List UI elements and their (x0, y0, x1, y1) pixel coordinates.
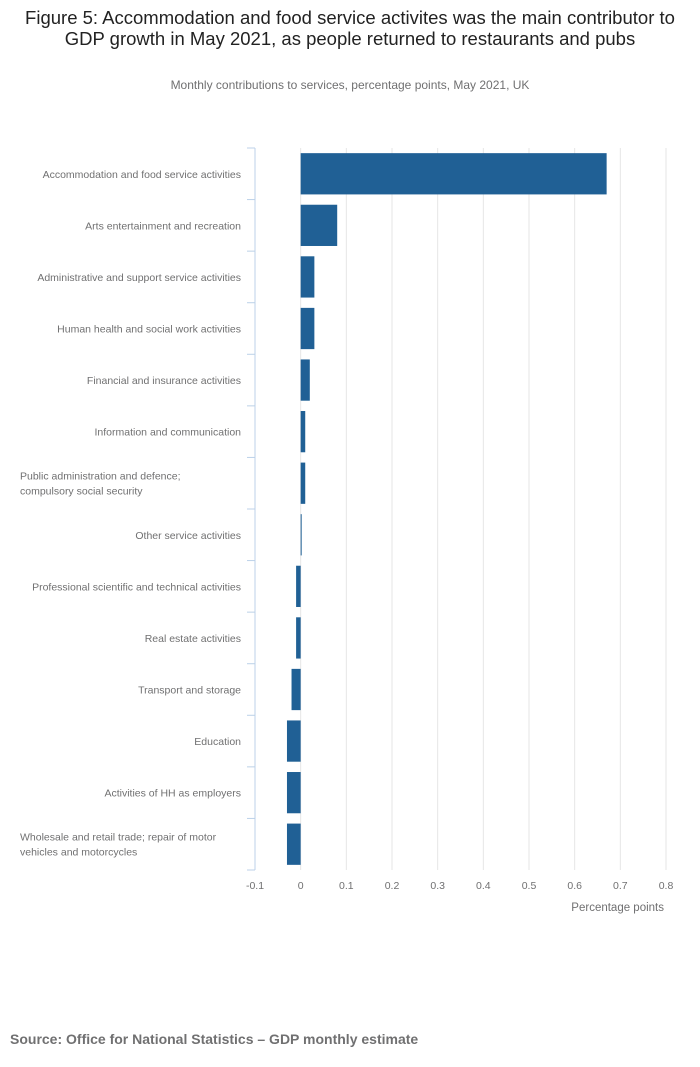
category-label-line: Wholesale and retail trade; repair of mo… (20, 832, 217, 844)
category-label: Wholesale and retail trade; repair of mo… (20, 832, 217, 859)
x-tick-label: -0.1 (246, 880, 264, 892)
bar (286, 823, 301, 865)
x-tick-labels: -0.1 0 0.1 0.2 0.3 0.4 0.5 0.6 0.7 0.8 (246, 880, 673, 892)
category-label-line: Public administration and defence; (20, 471, 181, 483)
chart-subtitle: Monthly contributions to services, perce… (170, 78, 530, 92)
category-label: Other service activities (135, 530, 241, 542)
x-tick-label: 0.2 (385, 880, 400, 892)
axes (247, 147, 256, 871)
category-label-line: vehicles and motorcycles (20, 847, 137, 859)
category-label: Human health and social work activities (57, 324, 241, 336)
category-label: Professional scientific and technical ac… (32, 581, 241, 593)
bar (286, 720, 301, 762)
category-label: Transport and storage (138, 685, 241, 697)
x-tick-label: 0.6 (567, 880, 582, 892)
x-tick-label: 0.3 (430, 880, 445, 892)
x-axis-title: Percentage points (571, 902, 664, 914)
bar (300, 153, 607, 195)
bar (300, 359, 310, 401)
bar (300, 514, 302, 556)
x-tick-label: 0 (298, 880, 304, 892)
gridlines (300, 148, 667, 870)
category-label: Accommodation and food service activitie… (43, 169, 241, 181)
category-labels: Accommodation and food service activitie… (20, 169, 241, 859)
category-label-line: compulsory social security (20, 486, 143, 498)
x-tick-label: 0.5 (522, 880, 537, 892)
bar (296, 617, 301, 659)
bars (286, 153, 607, 865)
category-label: Public administration and defence; compul… (20, 471, 181, 498)
x-tick-label: 0.8 (659, 880, 674, 892)
bar (291, 668, 301, 711)
bar (300, 411, 306, 453)
bar (300, 204, 338, 246)
category-label: Arts entertainment and recreation (85, 220, 241, 232)
bar (300, 462, 306, 504)
category-label: Activities of HH as employers (104, 788, 241, 800)
bar (300, 256, 315, 298)
category-label: Administrative and support service activ… (37, 272, 241, 284)
category-label: Financial and insurance activities (87, 375, 241, 387)
source-note: Source: Office for National Statistics –… (10, 1031, 419, 1047)
bar (286, 772, 301, 814)
bar-chart: Accommodation and food service activitie… (20, 147, 673, 914)
x-tick-label: 0.4 (476, 880, 491, 892)
x-tick-label: 0.7 (613, 880, 628, 892)
category-label: Education (194, 736, 241, 748)
chart-title: Figure 5: Accommodation and food service… (25, 7, 675, 49)
x-tick-label: 0.1 (339, 880, 354, 892)
category-label: Real estate activities (145, 633, 241, 645)
bar (300, 307, 315, 350)
bar (296, 565, 301, 607)
category-label: Information and communication (95, 427, 242, 439)
